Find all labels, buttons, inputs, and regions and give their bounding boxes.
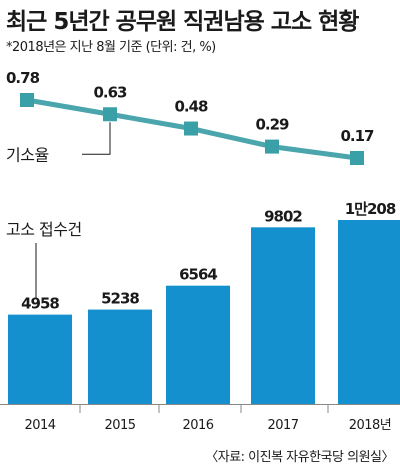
complaint-data-label: 6564 (179, 266, 217, 284)
source-note: 〈자료: 이진복 자유한국당 의원실〉 (205, 450, 394, 465)
complaint-bar (8, 314, 72, 404)
complaint-data-label: 4958 (21, 295, 59, 313)
rate-point (350, 151, 364, 165)
x-tick-label: 2016 (182, 418, 213, 433)
complaint-bar (251, 227, 315, 404)
rate-point (184, 121, 198, 136)
x-tick-label: 2017 (267, 418, 298, 433)
rate-data-label: 0.17 (340, 127, 374, 145)
x-tick-label: 2014 (24, 418, 55, 433)
complaint-bar (166, 285, 230, 404)
rate-data-label: 0.48 (174, 98, 208, 116)
rate-callout-line (82, 122, 111, 155)
x-axis: 2014 2015 2016 2017 2018년 (0, 404, 400, 433)
rate-series-label: 기소율 (6, 145, 49, 164)
complaint-data-label: 5238 (101, 290, 139, 308)
rate-point (20, 93, 34, 107)
rate-point (103, 107, 117, 122)
complaint-series-label: 고소 접수건 (6, 220, 82, 239)
line-chart: 0.78 0.63 0.48 0.29 0.17 기소율 (6, 69, 375, 165)
x-tick-label: 2018년 (349, 418, 392, 433)
chart-subtitle: *2018년은 지난 8월 기준 (단위: 건, %) (6, 40, 216, 55)
x-tick-label: 2015 (104, 418, 135, 433)
chart-title: 최근 5년간 공무원 직권남용 고소 현황 (6, 9, 359, 35)
rate-data-label: 0.63 (93, 83, 127, 101)
bar-chart: 4958 5238 6564 9802 1만208 고소 접수건 (6, 200, 400, 404)
complaint-data-label: 9802 (264, 207, 302, 225)
complaint-bar (338, 220, 400, 404)
rate-data-label: 0.78 (6, 69, 40, 87)
rate-point (265, 139, 279, 154)
complaint-data-label: 1만208 (345, 200, 396, 218)
complaint-bar (88, 309, 152, 404)
rate-data-label: 0.29 (255, 116, 289, 134)
